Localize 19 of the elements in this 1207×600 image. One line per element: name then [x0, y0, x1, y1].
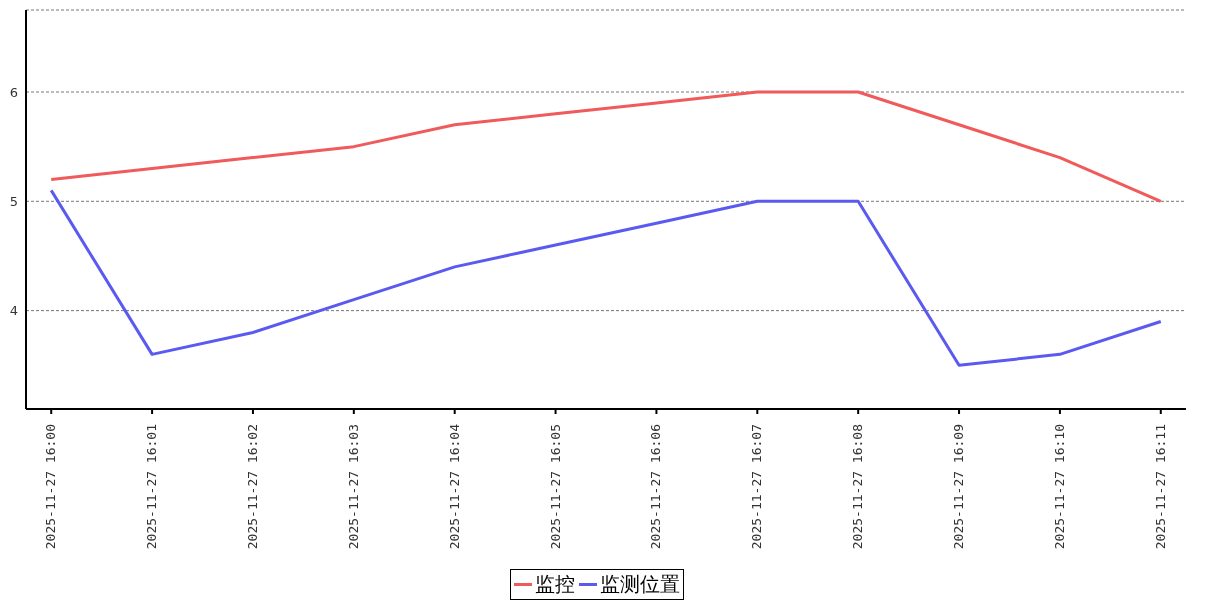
- x-tick-label: 2025-11-27 16:07: [749, 424, 765, 550]
- x-tick-label: 2025-11-27 16:00: [43, 424, 59, 550]
- x-tick-label: 2025-11-27 16:06: [648, 424, 664, 550]
- x-tick-label: 2025-11-27 16:04: [446, 423, 462, 550]
- line-series: [49, 90, 1163, 203]
- x-tick-label: 2025-11-27 16:05: [547, 424, 563, 550]
- y-tick-label: 4: [9, 303, 18, 319]
- y-tick-label: 6: [9, 84, 18, 100]
- x-tick-label: 2025-11-27 16:11: [1152, 424, 1168, 550]
- x-tick-label: 2025-11-27 16:08: [850, 424, 866, 550]
- x-tick-label: 2025-11-27 16:09: [951, 424, 967, 550]
- legend-label: 监测位置: [600, 571, 680, 598]
- x-tick-label: 2025-11-27 16:01: [144, 424, 160, 550]
- line-series: [49, 188, 1163, 367]
- x-tick-label: 2025-11-27 16:03: [345, 424, 361, 550]
- y-tick-label: 5: [9, 193, 18, 209]
- legend-label: 监控: [535, 571, 575, 598]
- x-tick-label: 2025-11-27 16:10: [1051, 424, 1067, 550]
- x-tick-label: 2025-11-27 16:02: [244, 424, 260, 550]
